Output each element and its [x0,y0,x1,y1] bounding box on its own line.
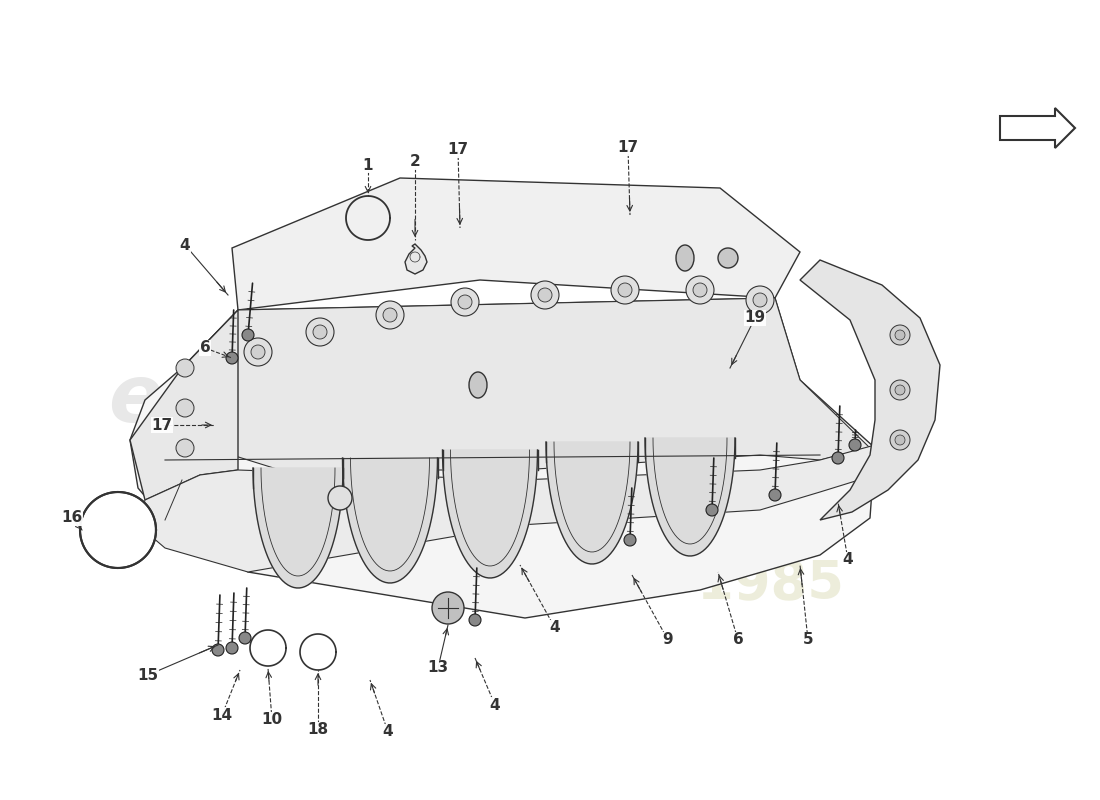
Ellipse shape [676,245,694,271]
Circle shape [251,345,265,359]
Text: 4: 4 [550,621,560,635]
Circle shape [890,430,910,450]
Text: 2: 2 [409,154,420,170]
Circle shape [895,385,905,395]
Text: 17: 17 [448,142,469,158]
Circle shape [176,359,194,377]
Circle shape [451,288,478,316]
Circle shape [212,644,224,656]
Polygon shape [80,492,156,568]
Ellipse shape [469,372,487,398]
Circle shape [244,338,272,366]
Text: 1: 1 [363,158,373,173]
Circle shape [376,301,404,329]
Polygon shape [232,178,800,310]
Polygon shape [645,438,735,556]
Circle shape [242,329,254,341]
Polygon shape [130,310,238,500]
Text: 15: 15 [138,667,158,682]
Polygon shape [546,442,638,564]
Circle shape [718,248,738,268]
Polygon shape [342,458,438,583]
Text: 6: 6 [199,341,210,355]
Polygon shape [405,244,427,274]
Circle shape [849,439,861,451]
Circle shape [706,504,718,516]
Text: 4: 4 [843,553,854,567]
Polygon shape [1000,108,1075,148]
Text: 4: 4 [179,238,190,253]
Circle shape [239,632,251,644]
Text: 18: 18 [307,722,329,738]
Circle shape [226,352,238,364]
Circle shape [469,614,481,626]
Circle shape [176,399,194,417]
Text: 1985: 1985 [696,558,844,610]
Text: 9: 9 [662,633,673,647]
Circle shape [458,295,472,309]
Polygon shape [130,298,874,618]
Text: eurospares: eurospares [109,361,617,439]
Polygon shape [800,260,940,520]
Circle shape [754,293,767,307]
Text: 19: 19 [745,310,766,326]
Text: 10: 10 [262,713,283,727]
Circle shape [890,380,910,400]
Circle shape [686,276,714,304]
Circle shape [328,486,352,510]
Circle shape [226,642,238,654]
Circle shape [383,308,397,322]
Circle shape [531,281,559,309]
Text: 5: 5 [803,633,813,647]
Circle shape [895,435,905,445]
Text: a passion for parts: a passion for parts [389,484,623,508]
Polygon shape [182,298,870,470]
Circle shape [618,283,632,297]
Circle shape [176,439,194,457]
Circle shape [832,452,844,464]
Text: 13: 13 [428,661,449,675]
Polygon shape [253,468,343,588]
Circle shape [895,330,905,340]
Polygon shape [138,445,874,572]
Text: 4: 4 [490,698,500,713]
Text: 6: 6 [733,633,744,647]
Circle shape [890,325,910,345]
Circle shape [769,489,781,501]
Text: 14: 14 [211,707,232,722]
Circle shape [538,288,552,302]
Circle shape [746,286,774,314]
Polygon shape [442,450,538,578]
Circle shape [314,325,327,339]
Text: 4: 4 [383,725,394,739]
Circle shape [610,276,639,304]
Text: 17: 17 [617,141,639,155]
Circle shape [432,592,464,624]
Text: 16: 16 [62,510,82,526]
Circle shape [693,283,707,297]
Circle shape [306,318,334,346]
Circle shape [624,534,636,546]
Text: 17: 17 [152,418,173,433]
